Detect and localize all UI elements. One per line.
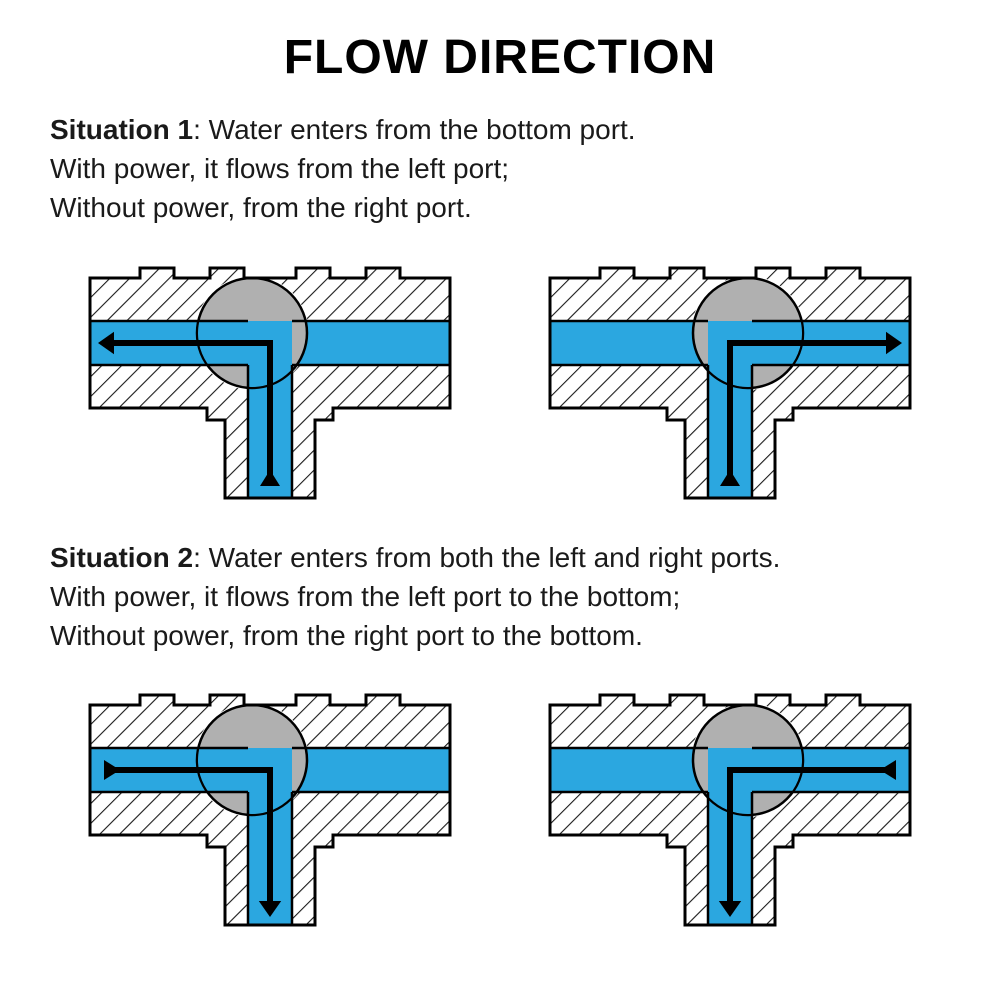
situation-1-text: Situation 1: Water enters from the botto… xyxy=(50,110,950,228)
valve-diagram-3 xyxy=(80,675,460,935)
situation-2-diagrams xyxy=(50,675,950,935)
situation-1-label: Situation 1 xyxy=(50,114,193,145)
valve-diagram-1 xyxy=(80,248,460,508)
valve-diagram-4 xyxy=(540,675,920,935)
situation-2-label: Situation 2 xyxy=(50,542,193,573)
valve-diagram-2 xyxy=(540,248,920,508)
situation-1-diagrams xyxy=(50,248,950,508)
situation-2-text: Situation 2: Water enters from both the … xyxy=(50,538,950,656)
page-title: FLOW DIRECTION xyxy=(50,30,950,85)
